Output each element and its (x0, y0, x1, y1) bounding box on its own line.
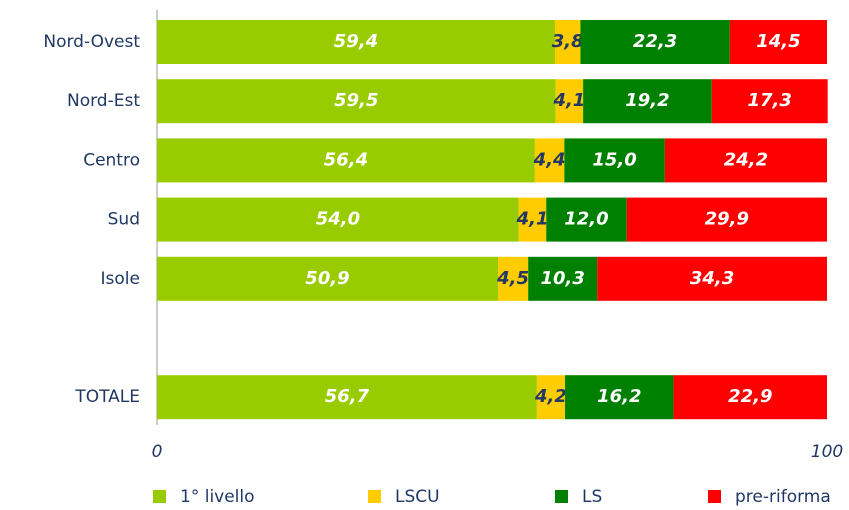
data-label: 56,4 (324, 149, 368, 170)
bar-segment (564, 138, 665, 183)
data-label: 14,5 (756, 31, 800, 52)
bar-segment (157, 20, 555, 64)
data-label: 34,3 (690, 268, 734, 289)
data-label: 4,2 (534, 386, 567, 407)
data-label: 4,5 (496, 268, 529, 289)
bar-segment (518, 197, 547, 242)
data-label: 22,3 (633, 31, 677, 52)
y-tick-label: TOTALE (74, 387, 140, 407)
data-label: 19,2 (625, 90, 669, 111)
data-label: 59,5 (334, 90, 378, 111)
data-label: 10,3 (540, 268, 584, 289)
data-label: 16,2 (597, 386, 641, 407)
legend-label: pre-riforma (735, 487, 831, 507)
bar-segment (157, 138, 535, 183)
bar-segment (157, 375, 537, 420)
bar-segment (626, 197, 827, 242)
data-label: 4,4 (533, 149, 566, 170)
bar-segment (536, 375, 566, 420)
bar-segment (711, 79, 828, 124)
bar-segment (673, 375, 827, 420)
bar-segment (546, 197, 627, 242)
bar-segment (583, 79, 712, 124)
data-label: 59,4 (334, 31, 378, 52)
bar-segment (664, 138, 827, 183)
bar-segment (157, 256, 499, 301)
data-label: 54,0 (316, 209, 360, 230)
bar-segment (597, 256, 827, 301)
bar-segment (580, 20, 730, 64)
legend-label: LSCU (395, 487, 440, 507)
data-label: 22,9 (728, 386, 772, 407)
data-label: 15,0 (592, 149, 636, 170)
data-label: 4,1 (552, 90, 585, 111)
y-tick-label: Nord-Ovest (43, 32, 140, 52)
legend-swatch (368, 490, 381, 503)
legend-label: 1° livello (180, 487, 255, 507)
bar-segment (528, 256, 598, 301)
legend-swatch (708, 490, 721, 503)
data-label: 12,0 (564, 209, 608, 230)
bar-segment (157, 79, 556, 124)
data-label: 50,9 (305, 268, 349, 289)
data-label: 3,8 (552, 31, 584, 52)
bar-segment (565, 375, 674, 420)
x-tick-label: 0 (152, 442, 163, 462)
y-tick-label: Sud (108, 210, 140, 230)
y-tick-label: Isole (101, 269, 140, 289)
bar-segment (554, 20, 581, 64)
x-tick-label: 100 (811, 442, 843, 462)
data-label: 17,3 (748, 90, 792, 111)
legend-swatch (555, 490, 568, 503)
data-label: 24,2 (724, 149, 768, 170)
y-tick-label: Nord-Est (67, 91, 140, 111)
legend-label: LS (582, 487, 602, 507)
bar-segment (729, 20, 827, 64)
data-label: 56,7 (325, 386, 370, 407)
y-tick-label: Centro (83, 150, 140, 170)
bar-segment (157, 197, 519, 242)
legend-swatch (153, 490, 166, 503)
bar-segment (534, 138, 565, 183)
data-label: 4,1 (516, 209, 549, 230)
bar-segment (498, 256, 529, 301)
bar-segment (555, 79, 584, 124)
data-label: 29,9 (705, 209, 749, 230)
